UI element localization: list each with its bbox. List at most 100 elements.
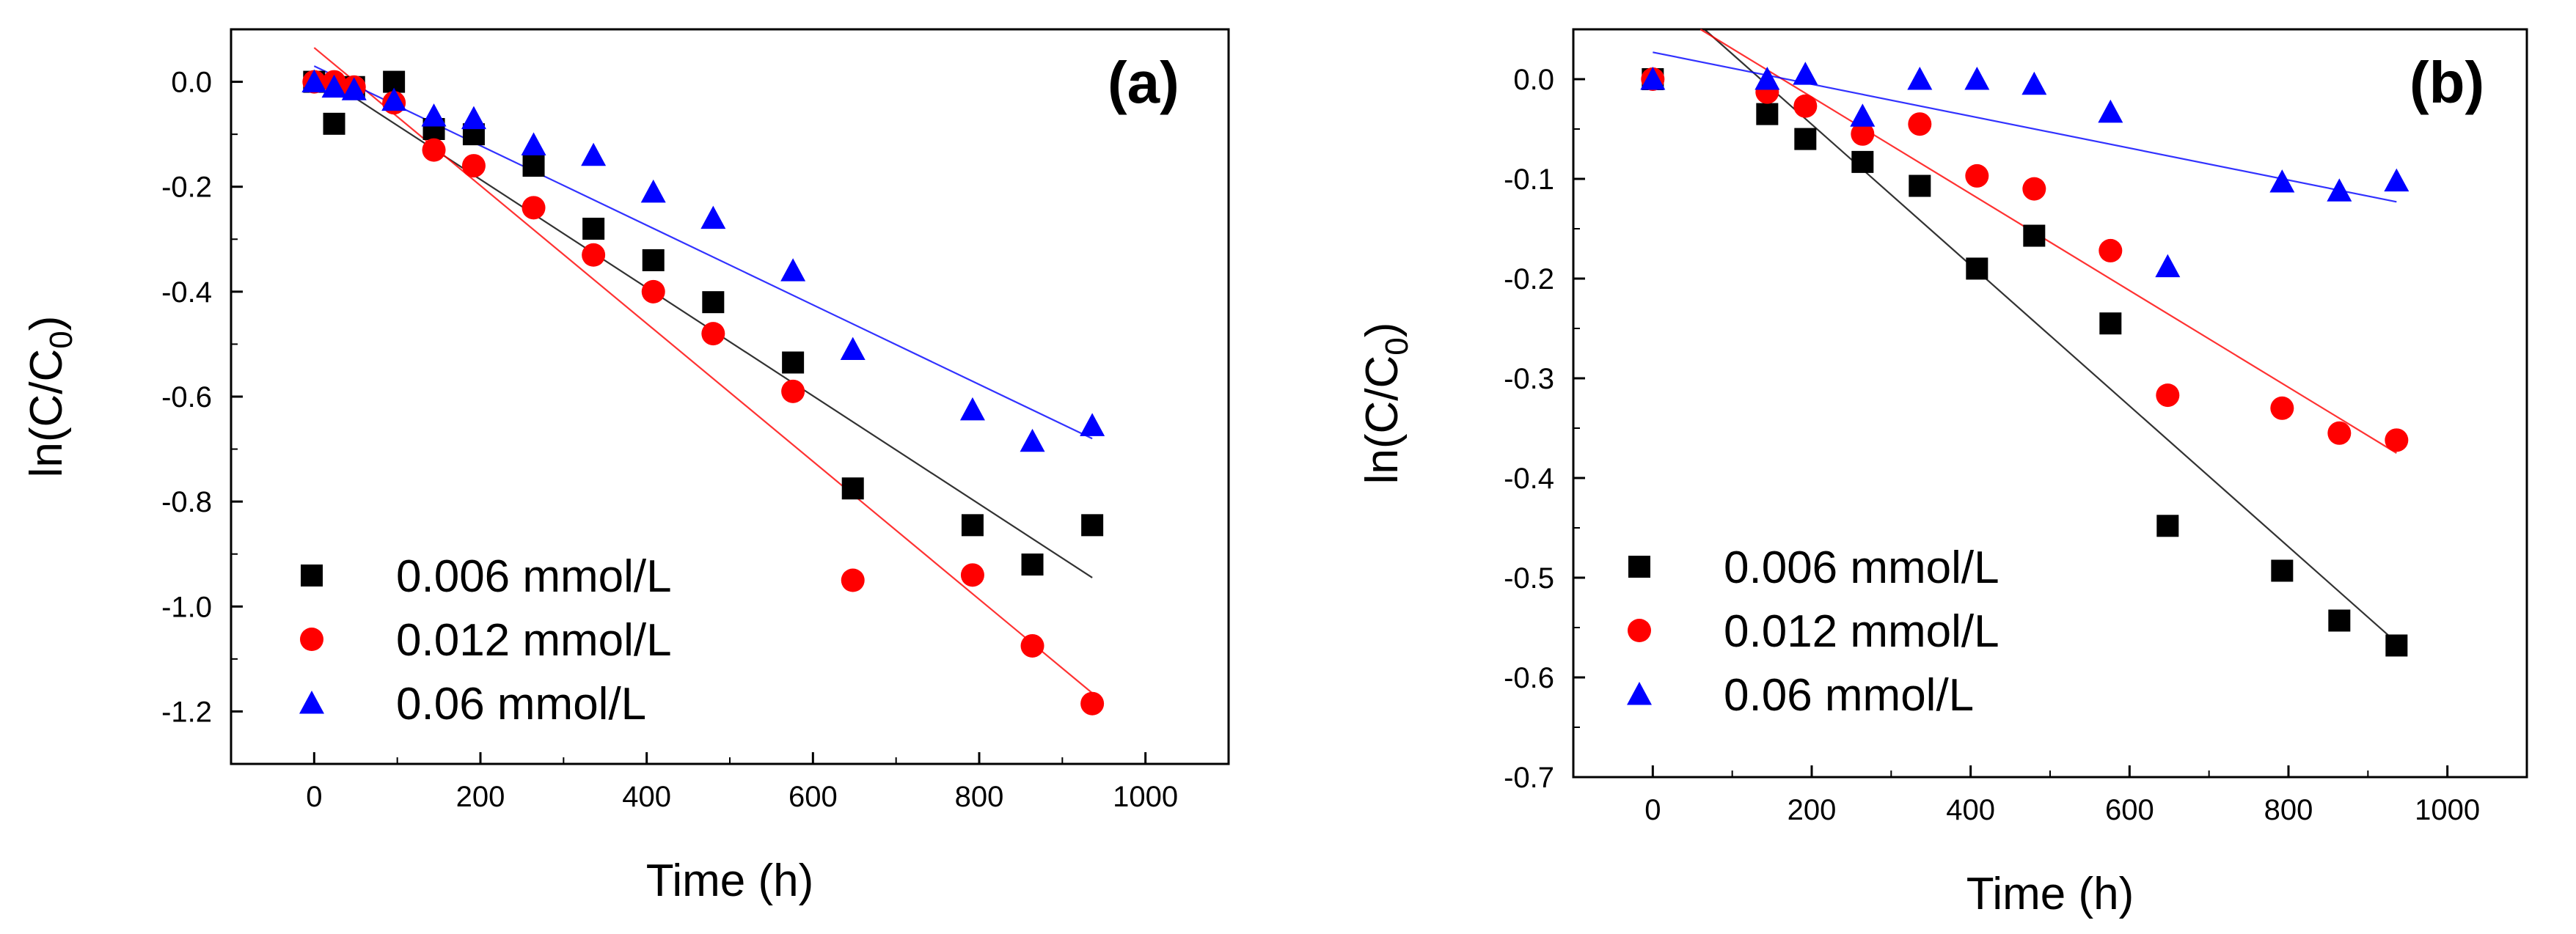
y-axis-title: ln(C/C0) bbox=[1357, 323, 1415, 485]
data-point bbox=[2156, 515, 2179, 537]
legend-marker bbox=[1628, 556, 1650, 578]
data-points bbox=[1640, 62, 2409, 657]
legend-entry: 0.06 mmol/L bbox=[1724, 670, 1974, 721]
x-tick-label: 600 bbox=[788, 781, 838, 813]
data-point bbox=[1964, 67, 1990, 90]
fit-line bbox=[1704, 29, 2398, 644]
data-point bbox=[1965, 163, 1989, 188]
data-point bbox=[582, 243, 606, 267]
data-point bbox=[2327, 421, 2352, 445]
data-point bbox=[2385, 428, 2409, 452]
x-axis-title: Time (h) bbox=[1966, 869, 2134, 919]
data-point bbox=[1080, 691, 1105, 716]
legend-marker bbox=[1627, 682, 1652, 705]
x-tick-label: 1000 bbox=[2415, 794, 2480, 826]
panel-label: (a) bbox=[1108, 50, 1179, 115]
data-point bbox=[1754, 67, 1780, 90]
data-point bbox=[1908, 112, 1932, 136]
y-tick-label: -0.8 bbox=[161, 486, 212, 518]
data-point bbox=[1793, 94, 1818, 118]
legend-entry: 0.06 mmol/L bbox=[396, 679, 646, 729]
data-point bbox=[701, 322, 725, 346]
data-point bbox=[642, 249, 665, 271]
data-point bbox=[2098, 99, 2123, 123]
x-axis-ticks: 0 200 400 600 800 1000 bbox=[1644, 765, 2480, 826]
chart-panel-b: 0.0 -0.1 -0.2 -0.3 -0.4 -0.5 -0.6 -0.7 0 200 400 6… bbox=[1357, 28, 2528, 919]
data-point bbox=[2385, 634, 2408, 657]
data-point bbox=[1851, 122, 1875, 146]
x-tick-label: 0 bbox=[1644, 794, 1661, 826]
y-tick-label: -0.5 bbox=[1504, 562, 1554, 595]
data-point bbox=[2099, 312, 2122, 335]
data-point bbox=[2384, 168, 2409, 192]
data-point bbox=[1907, 67, 1933, 90]
data-point bbox=[1851, 150, 1874, 173]
data-point bbox=[2269, 169, 2295, 193]
x-tick-label: 800 bbox=[2264, 794, 2313, 826]
legend-entry: 0.006 mmol/L bbox=[396, 551, 672, 602]
data-point bbox=[461, 154, 486, 178]
data-point bbox=[521, 132, 546, 155]
data-point bbox=[301, 69, 327, 93]
x-tick-label: 800 bbox=[955, 781, 1004, 813]
data-point bbox=[381, 87, 407, 111]
x-tick-label: 600 bbox=[2105, 794, 2154, 826]
data-point bbox=[781, 379, 805, 403]
legend-marker bbox=[301, 565, 323, 586]
data-point bbox=[2023, 224, 2046, 247]
data-point bbox=[1794, 128, 1817, 150]
data-point bbox=[1081, 514, 1104, 537]
y-tick-label: -0.6 bbox=[1504, 662, 1554, 694]
data-points bbox=[301, 69, 1105, 716]
y-tick-label: -0.3 bbox=[1504, 363, 1554, 395]
y-tick-label: -0.2 bbox=[1504, 263, 1554, 295]
data-point bbox=[341, 77, 367, 100]
data-point bbox=[2155, 254, 2181, 278]
data-point bbox=[780, 258, 806, 282]
y-tick-label: -0.7 bbox=[1504, 762, 1554, 794]
data-point bbox=[581, 142, 607, 166]
legend-entry: 0.012 mmol/L bbox=[1724, 606, 1999, 657]
x-tick-label: 400 bbox=[622, 781, 671, 813]
data-point bbox=[1850, 103, 1876, 127]
x-tick-label: 400 bbox=[1946, 794, 1995, 826]
y-axis-ticks: 0.0 -0.1 -0.2 -0.3 -0.4 -0.5 -0.6 -0.7 bbox=[1504, 64, 1585, 794]
data-point bbox=[2327, 178, 2352, 202]
data-point bbox=[641, 279, 665, 304]
legend-marker bbox=[299, 691, 324, 714]
x-tick-label: 200 bbox=[456, 781, 505, 813]
data-point bbox=[321, 74, 347, 98]
y-tick-label: -0.6 bbox=[161, 381, 212, 413]
data-point bbox=[1021, 554, 1044, 576]
legend: 0.006 mmol/L 0.012 mmol/L 0.06 mmol/L bbox=[1627, 543, 1999, 721]
y-axis-ticks: 0.0 -0.2 -0.4 -0.6 -0.8 -1.0 -1.2 bbox=[161, 67, 243, 728]
data-point bbox=[700, 205, 726, 229]
fit-line bbox=[1699, 29, 2397, 454]
y-tick-label: -1.0 bbox=[161, 591, 212, 623]
data-point bbox=[959, 397, 985, 421]
chart-panel-a: 0.0 -0.2 -0.4 -0.6 -0.8 -1.0 -1.2 0 200 400 600 80… bbox=[21, 28, 1230, 906]
data-point bbox=[323, 112, 345, 135]
legend-marker bbox=[1628, 619, 1651, 642]
panel-label: (b) bbox=[2409, 50, 2484, 115]
data-point bbox=[702, 291, 725, 314]
data-point bbox=[1020, 633, 1044, 658]
x-tick-label: 1000 bbox=[1113, 781, 1178, 813]
data-point bbox=[640, 179, 666, 203]
data-point bbox=[461, 106, 486, 130]
legend-marker bbox=[300, 628, 323, 651]
data-point bbox=[2156, 383, 2180, 408]
legend: 0.006 mmol/L 0.012 mmol/L 0.06 mmol/L bbox=[299, 551, 672, 729]
x-tick-label: 0 bbox=[306, 781, 322, 813]
data-point bbox=[422, 138, 446, 162]
fit-line bbox=[1653, 51, 2397, 203]
data-point bbox=[1756, 103, 1779, 125]
x-axis-ticks: 0 200 400 600 800 1000 bbox=[306, 752, 1178, 813]
y-tick-label: -0.4 bbox=[161, 276, 212, 309]
data-point bbox=[522, 155, 545, 177]
data-point bbox=[522, 196, 546, 220]
data-point bbox=[2328, 609, 2351, 632]
